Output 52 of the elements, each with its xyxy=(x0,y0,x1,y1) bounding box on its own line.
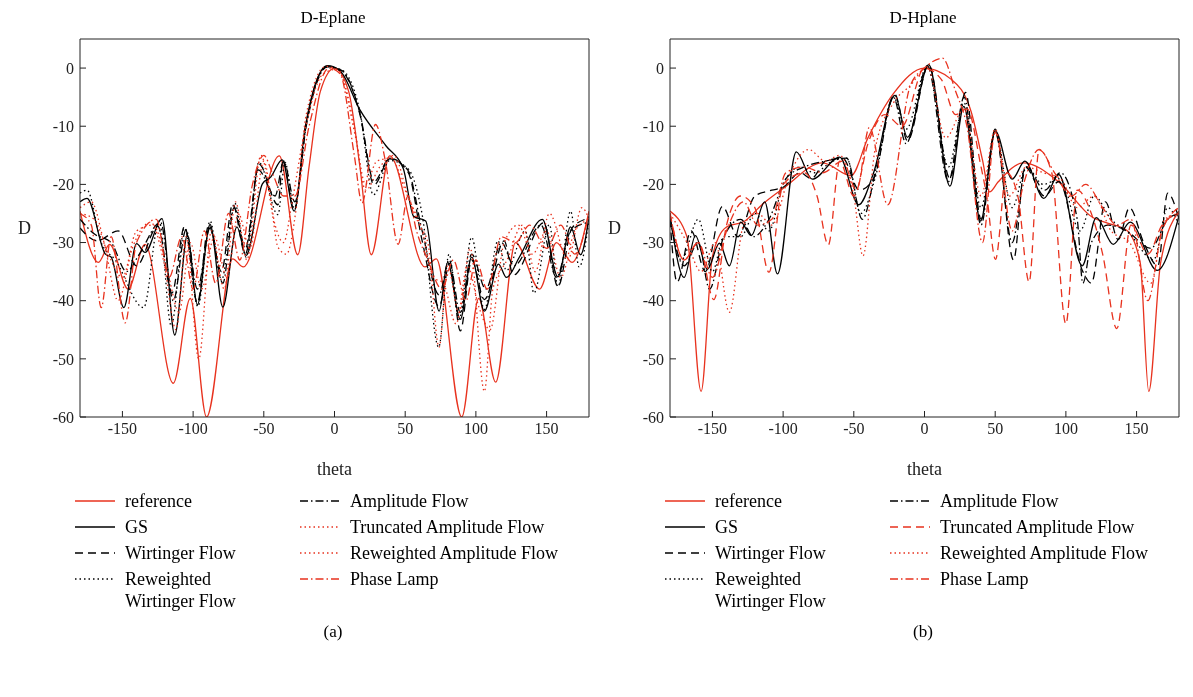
x-tick-label: 150 xyxy=(534,420,559,438)
legend-label: Wirtinger Flow xyxy=(715,542,826,564)
legend-label: reference xyxy=(715,490,782,512)
x-axis-title: theta xyxy=(317,459,352,479)
legend-label: Wirtinger Flow xyxy=(125,542,236,564)
chart-title: D-Eplane xyxy=(299,8,367,29)
y-tick-label: -60 xyxy=(52,408,74,426)
x-tick-label: -100 xyxy=(768,420,798,438)
y-tick-label: -20 xyxy=(52,176,74,194)
legend-label: Amplitude Flow xyxy=(350,490,469,512)
x-tick-label: 150 xyxy=(1124,420,1149,438)
x-axis-title: theta xyxy=(907,459,942,479)
legend-label: Reweighted Wirtinger Flow xyxy=(125,568,237,612)
y-tick-label: -60 xyxy=(642,408,664,426)
y-tick-label: -40 xyxy=(642,292,664,310)
legend-label: GS xyxy=(125,516,149,538)
x-tick-label: -50 xyxy=(843,420,865,438)
legend-label: reference xyxy=(125,490,192,512)
x-tick-label: 100 xyxy=(463,420,488,438)
legend-label: Reweighted Wirtinger Flow xyxy=(715,568,827,612)
x-tick-label: 0 xyxy=(330,420,339,438)
text: (b) xyxy=(912,622,934,642)
chart-title: D-Hplane xyxy=(888,8,958,29)
y-tick-label: -40 xyxy=(52,292,74,310)
legend-label: Reweighted Amplitude Flow xyxy=(940,542,1148,564)
legend-label: Phase Lamp xyxy=(940,568,1029,590)
y-tick-label: -30 xyxy=(642,234,664,252)
x-tick-label: 0 xyxy=(920,420,929,438)
y-tick-label: -20 xyxy=(642,176,664,194)
x-tick-label: 50 xyxy=(987,420,1004,438)
legend-label: Truncated Amplitude Flow xyxy=(350,516,545,538)
x-tick-label: -150 xyxy=(107,420,138,438)
y-tick-label: -50 xyxy=(52,350,74,368)
y-axis-title: D xyxy=(18,218,31,239)
x-tick-label: 100 xyxy=(1053,420,1078,438)
legend-label: Truncated Amplitude Flow xyxy=(940,516,1135,538)
x-tick-label: -100 xyxy=(178,420,208,438)
y-axis-title: D xyxy=(608,218,621,239)
x-tick-label: -50 xyxy=(253,420,275,438)
y-tick-label: -50 xyxy=(642,350,664,368)
y-tick-label: -10 xyxy=(642,117,664,135)
x-tick-label: 50 xyxy=(397,420,414,438)
y-tick-label: 0 xyxy=(66,59,74,77)
legend-label: Amplitude Flow xyxy=(940,490,1059,512)
text: (a) xyxy=(322,622,344,642)
legend-label: GS xyxy=(715,516,739,538)
y-tick-label: 0 xyxy=(656,59,664,77)
x-tick-label: -150 xyxy=(697,420,728,438)
legend-label: Phase Lamp xyxy=(350,568,439,590)
y-tick-label: -30 xyxy=(52,234,74,252)
legend-label: Reweighted Amplitude Flow xyxy=(350,542,558,564)
y-tick-label: -10 xyxy=(52,117,74,135)
